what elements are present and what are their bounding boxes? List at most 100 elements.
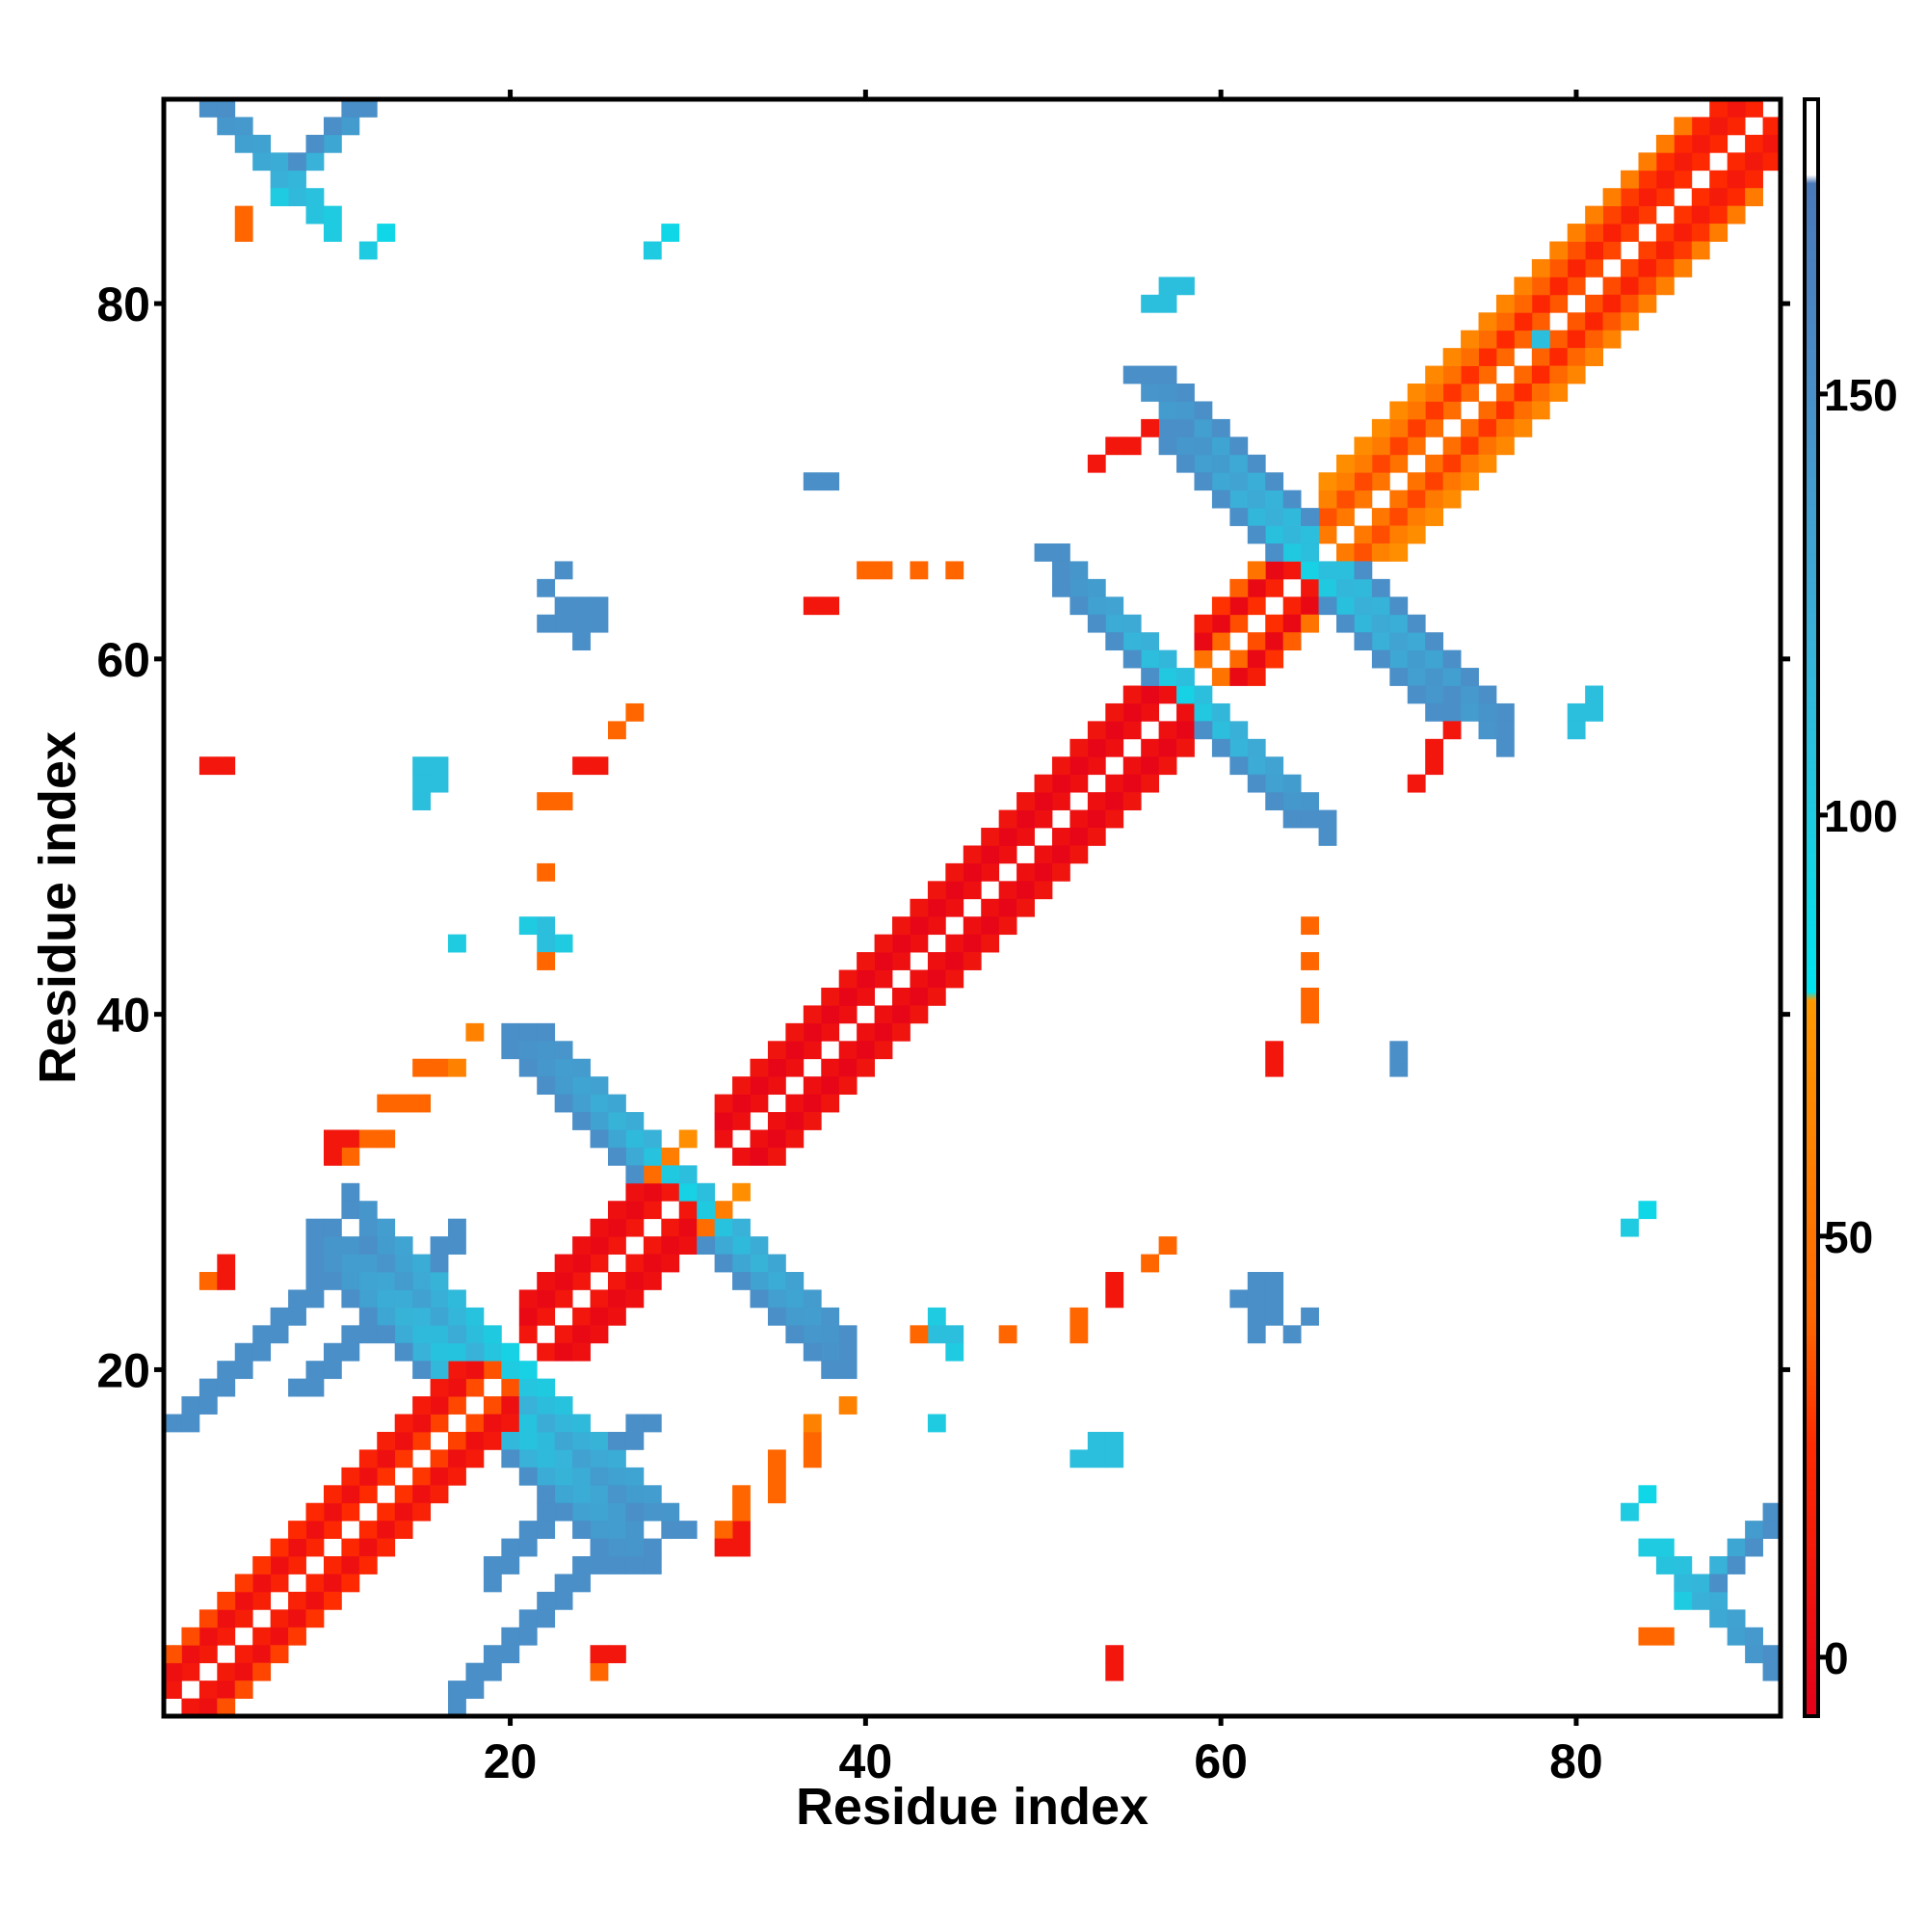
heatmap-cell	[1478, 454, 1497, 473]
heatmap-cell	[981, 862, 1000, 882]
heatmap-cell	[501, 1538, 520, 1557]
heatmap-cell	[767, 1041, 786, 1060]
heatmap-cell	[537, 1041, 556, 1060]
heatmap-cell	[198, 99, 218, 118]
heatmap-cell	[1229, 738, 1249, 757]
heatmap-cell	[572, 614, 591, 633]
heatmap-cell	[394, 1272, 413, 1290]
heatmap-cell	[643, 1236, 662, 1255]
heatmap-cell	[643, 1502, 662, 1522]
heatmap-cell	[234, 1681, 253, 1699]
heatmap-cell	[288, 1289, 306, 1309]
heatmap-cell	[501, 1041, 520, 1060]
heatmap-cell	[305, 152, 325, 172]
heatmap-cell	[910, 987, 929, 1006]
heatmap-cell	[412, 1467, 431, 1486]
heatmap-cell	[252, 1627, 272, 1646]
heatmap-cell	[1655, 1627, 1675, 1646]
heatmap-cell	[1389, 614, 1409, 633]
heatmap-cell	[1621, 1218, 1639, 1237]
heatmap-cell	[1425, 490, 1444, 509]
heatmap-cell	[1016, 881, 1035, 900]
heatmap-cell	[1709, 1609, 1729, 1628]
heatmap-cell	[323, 224, 342, 242]
heatmap-cell	[572, 1556, 591, 1575]
heatmap-cell	[394, 1449, 413, 1469]
heatmap-cell	[1621, 1502, 1639, 1522]
heatmap-cell	[1425, 401, 1444, 420]
heatmap-cell	[1247, 774, 1266, 793]
colorbar-ticks: 0 50 100 150	[1818, 370, 1898, 1683]
heatmap-cell	[625, 1521, 645, 1539]
heatmap-cell	[803, 1076, 822, 1096]
heatmap-cell	[1745, 170, 1763, 189]
heatmap-cell	[963, 934, 982, 953]
heatmap-cell	[1389, 490, 1409, 509]
heatmap-cell	[1442, 365, 1462, 384]
heatmap-cell	[714, 1201, 733, 1220]
heatmap-cell	[1336, 508, 1355, 526]
heatmap-cell	[572, 632, 591, 651]
heatmap-cell	[1229, 668, 1249, 686]
heatmap-cell	[572, 1076, 591, 1096]
heatmap-cell	[1709, 205, 1729, 225]
heatmap-cell	[181, 1396, 200, 1415]
heatmap-cell	[607, 1147, 626, 1166]
heatmap-cell	[1122, 632, 1142, 651]
heatmap-cell	[537, 1022, 556, 1042]
heatmap-cell	[430, 1325, 449, 1344]
heatmap-cell	[518, 1361, 538, 1380]
heatmap-cell	[910, 969, 929, 989]
heatmap-cell	[1674, 1556, 1693, 1575]
heatmap-cell	[963, 881, 982, 900]
heatmap-cell	[838, 1342, 858, 1362]
heatmap-cell	[394, 1289, 413, 1309]
heatmap-cell	[1478, 685, 1497, 704]
heatmap-cell	[998, 809, 1017, 829]
heatmap-cell	[1247, 756, 1266, 776]
heatmap-cell	[377, 1307, 396, 1326]
heatmap-cell	[1105, 792, 1124, 810]
heatmap-cell	[910, 898, 929, 917]
heatmap-cell	[537, 916, 556, 936]
heatmap-cell	[1354, 596, 1373, 616]
heatmap-cell	[981, 845, 1000, 864]
heatmap-cell	[1354, 525, 1373, 544]
heatmap-cell	[590, 1094, 609, 1113]
colorbar-tick-label: 150	[1824, 370, 1898, 420]
heatmap-cell	[697, 1182, 716, 1202]
heatmap-cell	[217, 1378, 236, 1397]
heatmap-cell	[838, 1325, 858, 1344]
heatmap-cell	[270, 1645, 289, 1664]
heatmap-cell	[590, 596, 609, 616]
heatmap-cell	[1141, 384, 1160, 402]
heatmap-cell	[767, 1147, 786, 1166]
heatmap-cell	[1034, 862, 1053, 882]
heatmap-cell	[1478, 418, 1497, 437]
heatmap-cell	[732, 1112, 751, 1130]
heatmap-cell	[607, 1289, 626, 1309]
heatmap-cell	[590, 1502, 609, 1522]
heatmap-cell	[1354, 543, 1373, 562]
heatmap-cell	[1141, 365, 1160, 384]
heatmap-cell	[341, 1289, 360, 1309]
heatmap-cell	[1727, 1538, 1746, 1557]
heatmap-cell	[1194, 401, 1213, 420]
heatmap-cell	[430, 1236, 449, 1255]
heatmap-cell	[1141, 1254, 1160, 1273]
heatmap-cell	[1371, 614, 1390, 633]
heatmap-cell	[501, 1414, 520, 1433]
heatmap-cell	[1105, 1431, 1124, 1450]
heatmap-cell	[1745, 188, 1763, 207]
heatmap-cell	[518, 1378, 538, 1397]
heatmap-cell	[1407, 525, 1426, 544]
heatmap-cell	[305, 1574, 325, 1593]
heatmap-cell	[821, 1325, 840, 1344]
heatmap-cell	[1371, 632, 1390, 651]
heatmap-cell	[1282, 632, 1302, 651]
heatmap-cell	[394, 1342, 413, 1362]
heatmap-cell	[572, 1574, 591, 1593]
heatmap-cell	[1478, 312, 1497, 331]
heatmap-cell	[1371, 543, 1390, 562]
